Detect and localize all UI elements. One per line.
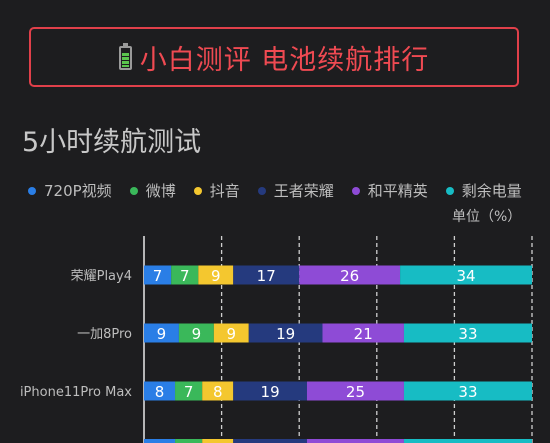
data-label: 9 [211,267,221,285]
banner: 小白测评 电池续航排行 [29,27,519,87]
banner-title: 小白测评 电池续航排行 [139,44,430,76]
bar-segment [144,323,179,343]
bar-segment [403,381,532,401]
category-label: 荣耀Play4 [71,269,132,284]
legend: 720P视频 微博 抖音 王者荣耀 和平精英 剩余电量 [28,180,540,201]
unit-label: 单位（%） [452,209,522,225]
legend-item: 和平精英 [351,180,428,201]
data-label: 34 [456,267,475,285]
category-label: 一加8Pro [77,327,132,342]
legend-label: 王者荣耀 [273,182,334,200]
battery-icon [118,43,132,70]
legend-swatch [257,186,266,195]
legend-item: 720P视频 [28,180,112,201]
legend-label: 微博 [145,182,176,200]
bar-segment [144,265,172,285]
legend-label: 720P视频 [44,182,112,200]
data-label: 19 [261,383,280,401]
bar-segment [202,381,234,401]
data-label: 9 [157,325,167,343]
bar-segment-cropped [233,439,307,443]
bar-segment [400,265,532,285]
data-label: 19 [276,325,295,343]
legend-swatch [351,186,360,195]
data-label: 8 [213,383,223,401]
category-label: iPhone11Pro Max [20,385,132,400]
bar-segment [233,265,300,285]
data-label: 9 [227,325,237,343]
data-label: 7 [184,383,194,401]
data-label: 33 [458,383,477,401]
data-label: 7 [153,267,163,285]
legend-label: 剩余电量 [461,182,522,200]
data-label: 8 [155,383,165,401]
bar-segment [299,265,401,285]
chart-title: 5小时续航测试 [22,127,202,158]
data-label: 17 [257,267,276,285]
bar-segment [233,381,307,401]
bar-segment [248,323,323,343]
legend-swatch [193,186,202,195]
bar-segment-cropped [144,439,176,443]
bar-segment [213,323,249,343]
data-label: 9 [192,325,202,343]
legend-item: 剩余电量 [445,180,522,201]
legend-label: 和平精英 [367,182,428,200]
bar-segment [198,265,234,285]
legend-label: 抖音 [209,182,240,200]
bar-segment-cropped [306,439,404,443]
data-label: 7 [180,267,190,285]
data-label: 21 [354,325,373,343]
bar-segment [175,381,203,401]
bar-segment [403,323,532,343]
data-label: 25 [346,383,365,401]
legend-item: 抖音 [193,180,240,201]
bar-segment-cropped [403,439,532,443]
legend-item: 微博 [129,180,176,201]
data-label: 33 [458,325,477,343]
legend-item: 王者荣耀 [257,180,334,201]
legend-swatch [28,186,36,195]
data-label: 26 [340,267,359,285]
bar-segment-cropped [202,439,234,443]
bar-segment-cropped [175,439,203,443]
bar-segment [306,381,404,401]
legend-swatch [445,186,454,195]
bar-segment [171,265,199,285]
legend-swatch [129,186,138,195]
bar-segment [178,323,214,343]
bar-segment [144,381,176,401]
bar-segment [322,323,404,343]
